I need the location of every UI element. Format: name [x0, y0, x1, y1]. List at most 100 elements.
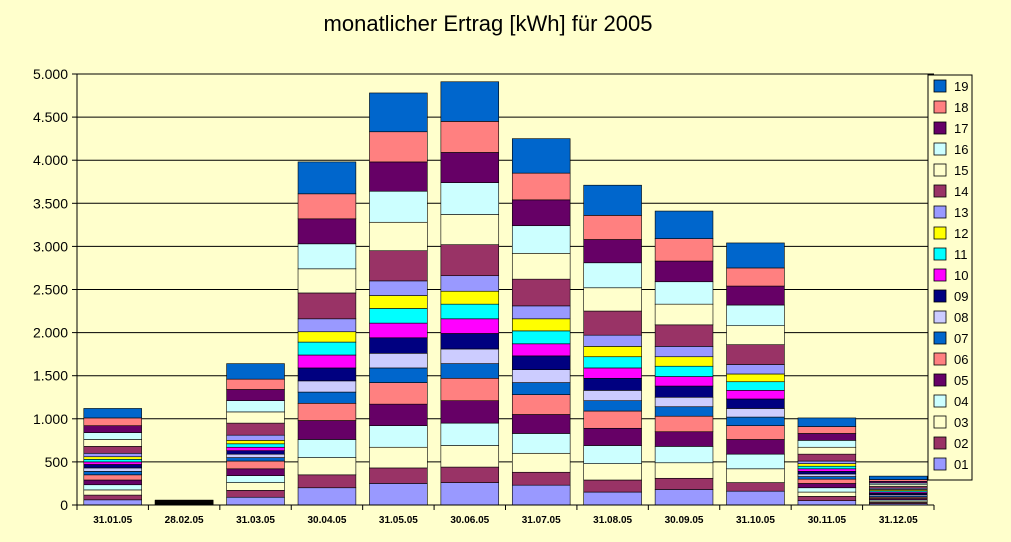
bar-segment [583, 463, 642, 481]
x-tick-label: 31.08.05 [593, 515, 632, 526]
bar-segment [83, 464, 142, 469]
bar-segment [297, 457, 357, 476]
bar-segment [726, 267, 785, 287]
bar-segment [726, 482, 785, 492]
bar-segment [726, 325, 785, 345]
bar-segment [511, 394, 571, 415]
legend-swatch [933, 268, 947, 282]
x-tick-label: 31.05.05 [379, 515, 418, 526]
bar-segment [369, 161, 428, 192]
y-tick-label: 5.000 [33, 66, 68, 82]
bar-segment [583, 445, 642, 464]
bar-segment [654, 238, 714, 262]
bar-segment [511, 433, 571, 454]
bar-segment [869, 475, 928, 480]
bar-segment [726, 408, 785, 418]
bar-segment [440, 400, 500, 424]
x-tick-label: 31.01.05 [93, 515, 132, 526]
bar-segment [797, 478, 857, 484]
bar-segment [654, 385, 714, 398]
bar-segment [369, 382, 428, 405]
legend-swatch [933, 247, 947, 261]
bar-segment [440, 244, 500, 277]
y-tick-label: 4.000 [33, 152, 68, 168]
bar-segment [226, 475, 285, 483]
bar-segment [226, 434, 285, 441]
chart-title: monatlicher Ertrag [kWh] für 2005 [324, 11, 653, 36]
legend-label: 11 [954, 247, 968, 262]
bar-segment [83, 456, 142, 460]
bar-segment [440, 333, 500, 350]
bar-segment [511, 355, 571, 370]
bar-segment [583, 262, 642, 289]
bar-segment [797, 471, 857, 475]
bar-segment [369, 352, 428, 369]
bar-segment [797, 496, 857, 501]
legend-swatch [933, 142, 947, 156]
bar-segment [369, 221, 428, 252]
bar-segment [226, 411, 285, 424]
bar-segment [654, 376, 714, 387]
bar-segment [726, 439, 785, 455]
legend-label: 09 [954, 289, 968, 304]
bar-segment [226, 446, 285, 451]
bar-segment [583, 346, 642, 358]
bar-segment [297, 331, 357, 343]
legend-swatch [933, 163, 947, 177]
bar-segment [726, 373, 785, 383]
legend-swatch [933, 457, 947, 471]
bar-segment [797, 476, 857, 480]
y-tick-label: 1.000 [33, 411, 68, 427]
bar-segment [226, 363, 285, 380]
bar-segment [369, 190, 428, 223]
bar-segment [83, 417, 142, 426]
legend-swatch [933, 121, 947, 135]
bar-segment [583, 479, 642, 493]
legend-label: 16 [954, 142, 968, 157]
bar-segment [369, 308, 428, 324]
bar-segment [369, 250, 428, 282]
legend-label: 05 [954, 373, 968, 388]
legend-swatch [933, 289, 947, 303]
legend-swatch [933, 394, 947, 408]
bar-segment [297, 402, 357, 421]
bar-segment [226, 422, 285, 436]
y-tick-label: 1.500 [33, 368, 68, 384]
bar-segment [226, 482, 285, 491]
bar-segment [440, 275, 500, 292]
bar-segment [440, 377, 500, 401]
bar-segment [797, 468, 857, 472]
bar-segment [440, 152, 500, 183]
bar-segment [511, 172, 571, 201]
bar-segment [726, 390, 785, 400]
bar-segment [726, 364, 785, 375]
bar-segment [297, 218, 357, 245]
bar-segment [583, 427, 642, 446]
bar-segment [83, 425, 142, 433]
axes: 0 500 1.000 1.500 2.000 2.500 3.000 3.500 4.000 4… [33, 66, 935, 526]
bar-segment [83, 452, 142, 458]
bar-segment [797, 473, 857, 477]
bar-segment [654, 489, 714, 506]
legend-label: 01 [954, 457, 968, 472]
bar-segment [83, 461, 142, 465]
bar-segment [726, 285, 785, 306]
bar-segment [511, 452, 571, 473]
bar-segment [297, 487, 357, 506]
y-tick-label: 0 [60, 497, 68, 513]
legend-label: 03 [954, 415, 968, 430]
x-tick-label: 30.09.05 [665, 515, 704, 526]
bar-segment [511, 199, 571, 227]
bar-segment [226, 440, 285, 445]
bar-segment [511, 484, 571, 506]
bar-segment [797, 465, 857, 470]
bar-segment [440, 214, 500, 245]
legend-swatch [933, 436, 947, 450]
bar-segment [797, 487, 857, 493]
bar-segment [297, 420, 357, 440]
y-tick-label: 3.000 [33, 238, 68, 254]
bar-segment [83, 479, 142, 486]
bar-segment [369, 425, 428, 448]
bar-segment [369, 337, 428, 354]
